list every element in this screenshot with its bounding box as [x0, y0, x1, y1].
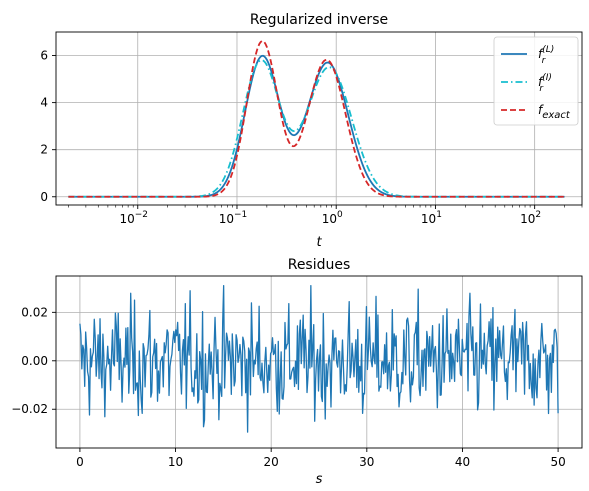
- legend-label-fI: f(I) r: [538, 73, 552, 94]
- x-tick-label: 101: [421, 210, 442, 226]
- y-tick-label: 0: [40, 190, 48, 204]
- y-tick-label: 4: [40, 96, 48, 110]
- chart-title: Regularized inverse: [250, 12, 388, 28]
- x-tick-label: 30: [359, 455, 374, 469]
- x-tick-label: 40: [455, 455, 470, 469]
- x-tick-label: 100: [322, 210, 343, 226]
- plot-frame: [55, 275, 583, 449]
- chart-regularized-inverse: Regularized inverse 10−2 10−1 100 101 102 0 2…: [40, 12, 583, 250]
- x-tick-label: 10: [168, 455, 183, 469]
- x-axis: 0 10 20 30 40 50: [76, 448, 566, 469]
- x-tick-label: 10−1: [219, 210, 248, 226]
- series-line-fexact: [68, 40, 565, 198]
- chart-title: Residues: [288, 257, 351, 273]
- y-tick-label: −0.02: [11, 402, 48, 416]
- chart-residues: Residues 0 10 20 30 40 50 0.02 0.00 −0.02 s: [11, 257, 583, 487]
- plot-frame: [55, 31, 583, 206]
- y-tick-label: 0.00: [21, 354, 48, 368]
- x-tick-label: 102: [520, 210, 541, 226]
- legend-box: [493, 36, 579, 126]
- legend-label-fL: f(L) r: [538, 45, 554, 66]
- x-axis: 10−2 10−1 100 101 102: [68, 205, 583, 226]
- x-tick-label: 50: [550, 455, 565, 469]
- y-axis: 0.02 0.00 −0.02: [11, 305, 56, 416]
- y-tick-label: 2: [40, 143, 48, 157]
- legend-label-fexact: fexact: [538, 103, 571, 121]
- series-lines: [68, 40, 565, 198]
- y-tick-label: 6: [40, 49, 48, 63]
- x-axis-label: s: [316, 472, 323, 487]
- x-tick-label: 0: [76, 455, 84, 469]
- y-axis: 0 2 4 6: [40, 49, 56, 204]
- x-axis-label: t: [316, 235, 322, 250]
- x-tick-label: 10−2: [119, 210, 148, 226]
- x-tick-label: 20: [264, 455, 279, 469]
- y-tick-label: 0.02: [21, 305, 48, 319]
- legend: f(L) r f(I) r fexact: [493, 36, 579, 126]
- residue-series-line: [79, 285, 559, 433]
- series-lines: [79, 285, 559, 433]
